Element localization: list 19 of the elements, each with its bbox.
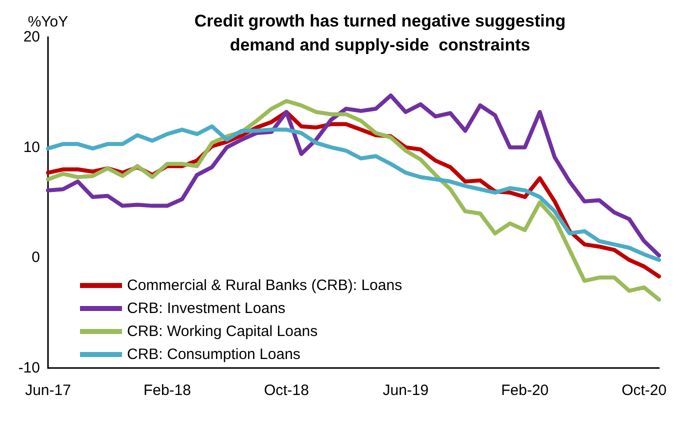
line-series [46, 124, 661, 262]
legend-label: CRB: Working Capital Loans [127, 323, 318, 340]
x-tick-label: Jun-17 [25, 382, 71, 399]
x-tick-label: Feb-18 [143, 382, 191, 399]
y-tick-label: -10 [18, 360, 40, 376]
chart-title: Credit growth has turned negative suggesting demand and supply-side constraints [194, 12, 566, 54]
x-tick-label: Oct-18 [264, 382, 309, 399]
x-tick-label: Oct-20 [622, 382, 667, 399]
legend-label: CRB: Investment Loans [127, 300, 286, 317]
x-tick-label: Feb-20 [501, 382, 549, 399]
y-tick-label: 10 [23, 138, 40, 156]
legend-label: Commercial & Rural Banks (CRB): Loans [127, 277, 402, 294]
y-tick-label: 20 [23, 28, 40, 46]
line-series [46, 98, 661, 302]
legend-label: CRB: Consumption Loans [127, 346, 300, 363]
y-tick-label: 0 [32, 249, 40, 266]
y-axis-title: %YoY [28, 14, 68, 31]
x-tick-label: Jun-19 [382, 382, 429, 399]
line-series [46, 93, 661, 258]
